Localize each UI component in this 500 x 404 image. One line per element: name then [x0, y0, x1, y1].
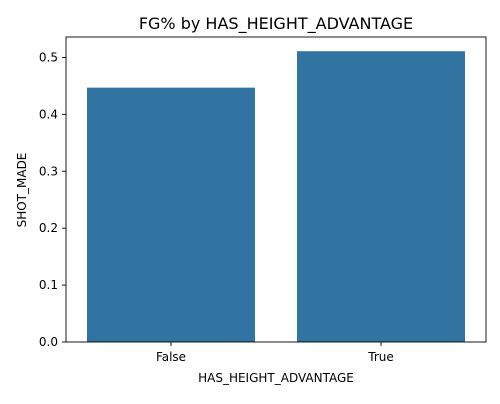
y-tick-label: 0.4: [39, 107, 58, 121]
y-tick-label: 0.1: [39, 278, 58, 292]
x-axis-label: HAS_HEIGHT_ADVANTAGE: [198, 371, 354, 385]
y-tick-label: 0.5: [39, 50, 58, 64]
chart-title: FG% by HAS_HEIGHT_ADVANTAGE: [139, 14, 413, 34]
y-tick-label: 0.0: [39, 335, 58, 349]
x-axis-ticks: False True: [156, 342, 394, 364]
x-tick-label: True: [367, 350, 394, 364]
y-axis-ticks: 0.0 0.1 0.2 0.3 0.4 0.5: [39, 50, 66, 349]
y-tick-label: 0.3: [39, 164, 58, 178]
plot-frame: [65, 36, 487, 343]
y-axis-label: SHOT_MADE: [15, 153, 29, 228]
y-tick-label: 0.2: [39, 221, 58, 235]
bar-false: [87, 87, 255, 343]
bar-true: [297, 51, 465, 343]
x-tick-label: False: [156, 350, 186, 364]
bars-layer: [87, 51, 465, 343]
